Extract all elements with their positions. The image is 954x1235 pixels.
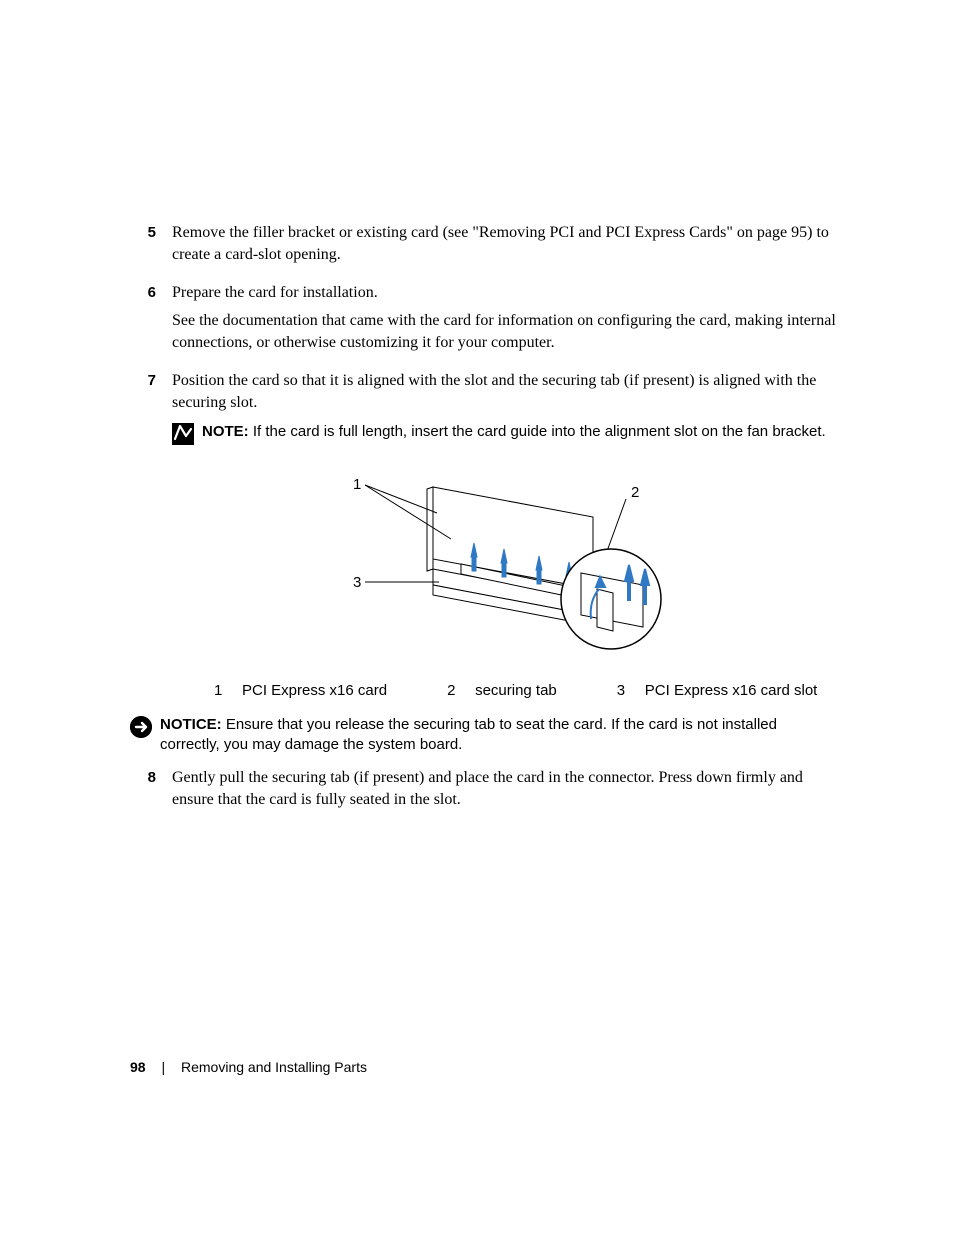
note-body: If the card is full length, insert the c… — [249, 423, 826, 440]
legend-num: 2 — [447, 682, 457, 699]
legend-label: securing tab — [475, 682, 557, 699]
callout-2: 2 — [631, 484, 639, 501]
step-7: 7 Position the card so that it is aligne… — [130, 370, 836, 699]
step-text: See the documentation that came with the… — [172, 310, 836, 354]
legend-label: PCI Express x16 card — [242, 682, 387, 699]
notice: NOTICE: Ensure that you release the secu… — [130, 715, 836, 755]
legend-num: 3 — [617, 682, 627, 699]
step-5: 5 Remove the filler bracket or existing … — [130, 222, 836, 266]
legend-label: PCI Express x16 card slot — [645, 682, 818, 699]
step-text: Gently pull the securing tab (if present… — [172, 767, 836, 811]
step-number: 6 — [130, 282, 156, 304]
note: NOTE: If the card is full length, insert… — [172, 422, 836, 445]
steps-list: 5 Remove the filler bracket or existing … — [130, 222, 836, 699]
notice-body: Ensure that you release the securing tab… — [160, 716, 777, 753]
notice-icon — [130, 716, 152, 738]
note-label: NOTE: — [202, 423, 249, 440]
page: 5 Remove the filler bracket or existing … — [0, 0, 954, 1235]
page-number: 98 — [130, 1059, 146, 1075]
notice-text: NOTICE: Ensure that you release the secu… — [160, 715, 836, 755]
step-number: 8 — [130, 767, 156, 789]
diagram: 1 2 3 — [341, 469, 667, 664]
step-text: Position the card so that it is aligned … — [172, 370, 836, 414]
legend-item-2: 2 securing tab — [447, 682, 557, 699]
section-title: Removing and Installing Parts — [181, 1059, 367, 1075]
steps-list-continued: 8 Gently pull the securing tab (if prese… — [130, 767, 836, 811]
note-icon — [172, 423, 194, 445]
notice-label: NOTICE: — [160, 716, 222, 733]
step-8: 8 Gently pull the securing tab (if prese… — [130, 767, 836, 811]
callout-3: 3 — [353, 574, 361, 591]
legend-num: 1 — [214, 682, 224, 699]
legend-item-1: 1 PCI Express x16 card — [214, 682, 387, 699]
footer-separator: | — [161, 1059, 165, 1075]
diagram-legend: 1 PCI Express x16 card 2 securing tab 3 … — [214, 682, 836, 699]
page-footer: 98 | Removing and Installing Parts — [130, 1059, 367, 1075]
note-text: NOTE: If the card is full length, insert… — [202, 422, 826, 442]
step-6: 6 Prepare the card for installation. See… — [130, 282, 836, 354]
step-number: 7 — [130, 370, 156, 392]
callout-1: 1 — [353, 476, 361, 493]
legend-item-3: 3 PCI Express x16 card slot — [617, 682, 818, 699]
step-text: Prepare the card for installation. — [172, 282, 836, 304]
step-text: Remove the filler bracket or existing ca… — [172, 222, 836, 266]
step-number: 5 — [130, 222, 156, 244]
